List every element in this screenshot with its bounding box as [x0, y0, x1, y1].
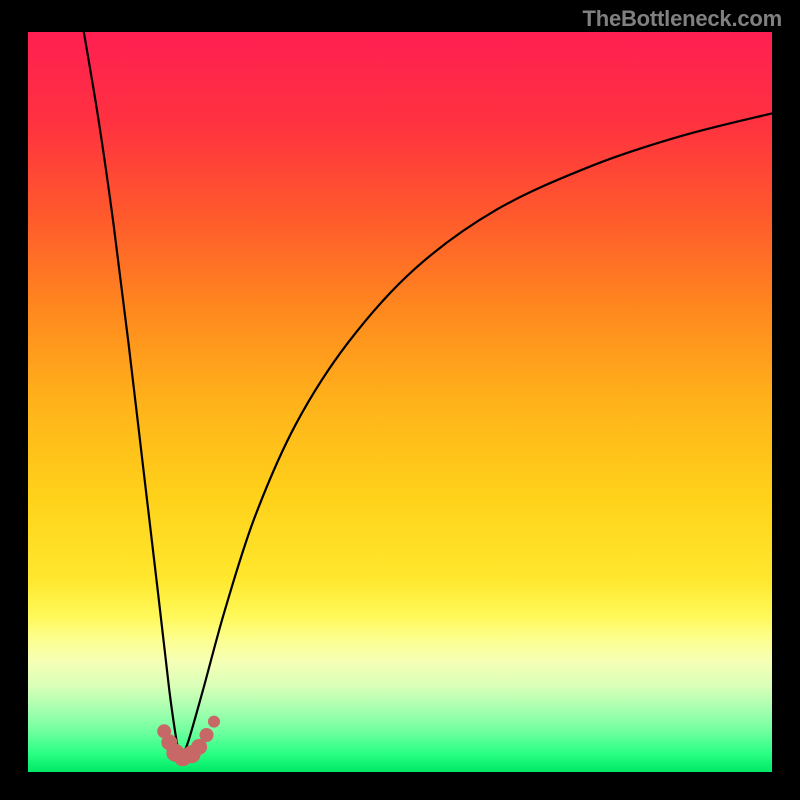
- foot-marker: [208, 716, 220, 728]
- curve-left-branch: [84, 32, 181, 759]
- watermark-text: TheBottleneck.com: [582, 6, 782, 32]
- curve-right-branch: [181, 113, 772, 758]
- plot-area: [28, 32, 772, 772]
- plot-svg: [28, 32, 772, 772]
- foot-marker: [200, 728, 214, 742]
